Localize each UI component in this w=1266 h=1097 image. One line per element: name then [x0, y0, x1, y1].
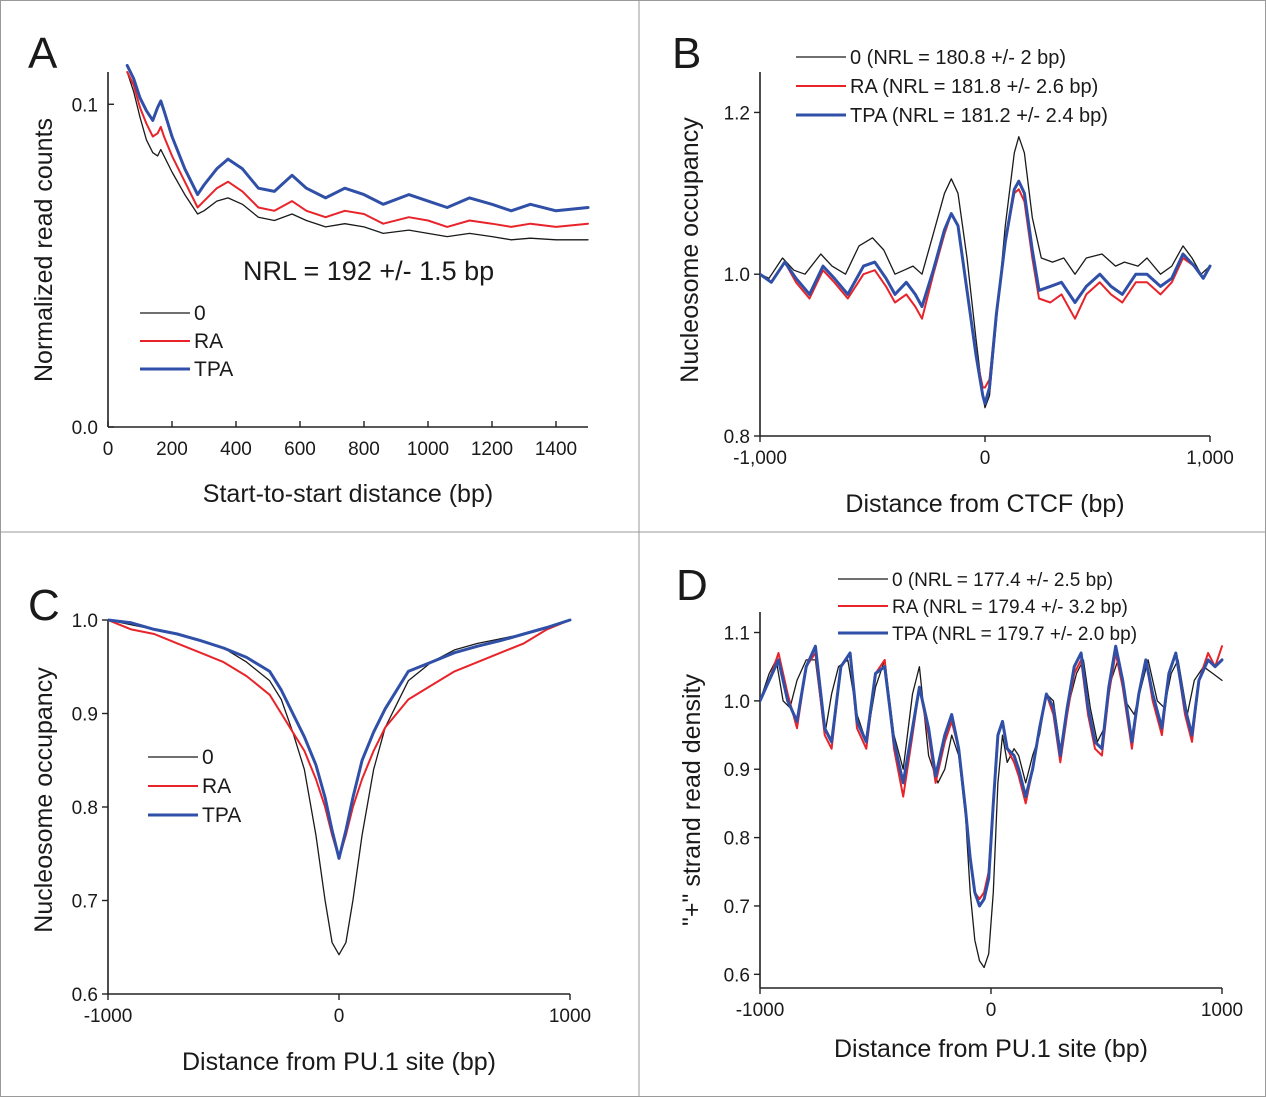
series-line-control — [126, 71, 589, 241]
legend-label: TPA (NRL = 179.7 +/- 2.0 bp) — [892, 624, 1137, 645]
y-tick-label: 1.0 — [72, 611, 98, 632]
series-line-ra — [760, 188, 1211, 389]
legend-label: RA (NRL = 181.8 +/- 2.6 bp) — [850, 76, 1098, 98]
y-tick-label: 0.0 — [72, 418, 98, 439]
x-tick-label: 1000 — [549, 1006, 591, 1027]
series-line-control — [760, 136, 1211, 409]
x-tick-label: 0 — [986, 1000, 997, 1021]
y-tick-label: 1.0 — [724, 265, 750, 286]
legend: 0 (NRL = 180.8 +/- 2 bp) RA (NRL = 181.8 … — [796, 47, 1108, 127]
y-tick-label: 0.1 — [72, 95, 98, 116]
y-tick-label: 1.0 — [724, 692, 750, 713]
x-axis-label: Distance from CTCF (bp) — [845, 490, 1124, 518]
y-tick-label: 0.8 — [72, 798, 98, 819]
panel-c: C -1000 0 1000 0.6 0.7 0.8 0.9 1.0 Distance from … — [28, 581, 591, 1076]
panel-letter: B — [672, 29, 701, 78]
series-line-control — [760, 659, 1223, 969]
legend-label: 0 — [194, 302, 206, 325]
legend-label: 0 — [202, 746, 214, 769]
legend-label: TPA — [194, 358, 233, 381]
legend: 0 (NRL = 177.4 +/- 2.5 bp) RA (NRL = 179.… — [838, 570, 1137, 645]
panel-letter: D — [676, 561, 708, 610]
panel-b: B -1,000 0 1,000 0.8 1.0 1.2 Distance from CTCF… — [672, 29, 1234, 518]
x-tick-label: 1000 — [1201, 1000, 1243, 1021]
x-tick-label: -1000 — [736, 1000, 785, 1021]
x-axis-label: Distance from PU.1 site (bp) — [182, 1048, 496, 1076]
y-tick-label: 0.8 — [724, 427, 750, 448]
x-tick-label: 0 — [334, 1006, 345, 1027]
y-tick-label: 0.9 — [72, 705, 98, 726]
series-line-tpa — [760, 644, 1224, 908]
x-tick-label: 200 — [156, 439, 188, 460]
x-tick-label: 0 — [980, 448, 991, 469]
series-line-control — [108, 619, 571, 956]
x-tick-label: -1,000 — [733, 448, 787, 469]
x-axis-label: Start-to-start distance (bp) — [203, 480, 493, 508]
panel-letter: C — [28, 581, 60, 630]
series-line-tpa — [125, 64, 590, 213]
panel-letter: A — [28, 29, 58, 78]
y-tick-label: 1.1 — [724, 624, 750, 645]
legend: 0 RA TPA — [140, 302, 233, 381]
x-tick-label: 800 — [348, 439, 380, 460]
series-line-ra — [126, 71, 589, 228]
legend: 0 RA TPA — [148, 746, 241, 827]
legend-label: 0 (NRL = 177.4 +/- 2.5 bp) — [892, 570, 1113, 591]
legend-label: RA — [194, 330, 223, 353]
x-tick-label: 1400 — [535, 439, 577, 460]
y-axis-label: "+" strand read density — [678, 674, 706, 926]
legend-label: 0 (NRL = 180.8 +/- 2 bp) — [850, 47, 1066, 69]
panel-a: A 0 200 400 600 800 1000 1200 1400 0.0 0.1 Start-to… — [28, 29, 590, 508]
y-tick-label: 0.7 — [72, 892, 98, 913]
y-tick-label: 0.9 — [724, 760, 750, 781]
legend-label: RA (NRL = 179.4 +/- 3.2 bp) — [892, 597, 1128, 618]
legend-label: TPA (NRL = 181.2 +/- 2.4 bp) — [850, 105, 1108, 127]
series-line-tpa — [108, 618, 572, 860]
x-tick-label: 1,000 — [1186, 448, 1234, 469]
y-axis-label: Normalized read counts — [30, 118, 58, 382]
y-axis-label: Nucleosome occupancy — [676, 117, 704, 383]
y-tick-label: 0.6 — [724, 965, 750, 986]
y-tick-label: 0.8 — [724, 829, 750, 850]
legend-label: RA — [202, 775, 231, 798]
x-tick-label: 1200 — [471, 439, 513, 460]
x-tick-label: 600 — [284, 439, 316, 460]
series-line-tpa — [760, 179, 1212, 406]
y-tick-label: 0.7 — [724, 897, 750, 918]
series-line-ra — [108, 619, 571, 860]
nrl-annotation: NRL = 192 +/- 1.5 bp — [243, 256, 494, 286]
panel-d: D -1000 0 1000 0.6 0.7 0.8 0.9 1.0 1.1 Distance fr… — [676, 561, 1243, 1063]
y-tick-label: 0.6 — [72, 985, 98, 1006]
x-tick-label: 400 — [220, 439, 252, 460]
legend-label: TPA — [202, 804, 241, 827]
x-tick-label: 0 — [103, 439, 114, 460]
x-tick-label: 1000 — [407, 439, 449, 460]
x-axis-label: Distance from PU.1 site (bp) — [834, 1035, 1148, 1063]
x-tick-label: -1000 — [84, 1006, 133, 1027]
y-tick-label: 1.2 — [724, 103, 750, 124]
y-axis-label: Nucleosome occupancy — [30, 667, 58, 933]
